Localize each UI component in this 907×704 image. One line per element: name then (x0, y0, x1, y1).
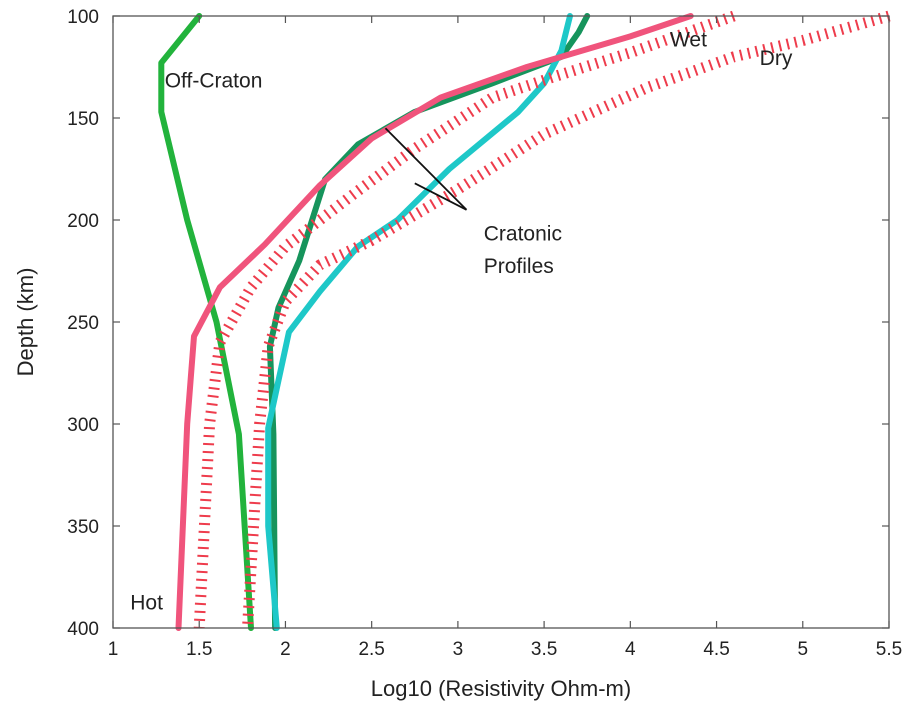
x-tick-label: 3.5 (531, 639, 557, 660)
y-axis-title: Depth (km) (13, 268, 38, 377)
annotation-hot: Hot (130, 592, 163, 615)
y-tick-label: 150 (67, 109, 99, 130)
annotation-wet: Wet (670, 29, 707, 52)
y-tick-label: 100 (67, 7, 99, 28)
x-tick-label: 5.5 (876, 639, 902, 660)
y-tick-label: 300 (67, 415, 99, 436)
x-axis-title: Log10 (Resistivity Ohm-m) (371, 676, 631, 701)
y-tick-label: 250 (67, 313, 99, 334)
series-line-2 (265, 13, 573, 631)
series-line-0 (158, 13, 254, 631)
x-tick-label: 5 (797, 639, 808, 660)
series-line-3 (175, 13, 694, 631)
series-layer (158, 10, 891, 631)
x-tick-label: 1 (108, 639, 119, 660)
annotations: Off-Craton Wet Dry Cratonic Profiles Hot (130, 29, 793, 615)
y-tick-label: 200 (67, 211, 99, 232)
pointer-lines (384, 127, 468, 211)
annotation-profiles: Profiles (484, 255, 554, 278)
x-tick-label: 4 (625, 639, 636, 660)
x-axis-ticks: 1 1.5 2 2.5 3 3.5 4 4.5 5 5.5 (108, 16, 902, 660)
y-axis-ticks: 100 150 200 250 300 350 400 (67, 7, 889, 640)
x-tick-label: 1.5 (186, 639, 212, 660)
annotation-cratonic: Cratonic (484, 222, 562, 245)
pointer-line-0 (384, 127, 468, 211)
x-tick-label: 3 (453, 639, 464, 660)
y-tick-label: 400 (67, 619, 99, 640)
annotation-off-craton: Off-Craton (165, 69, 263, 92)
annotation-dry: Dry (760, 47, 793, 70)
plot-frame (112, 15, 890, 629)
x-tick-label: 2 (280, 639, 291, 660)
y-tick-label: 350 (67, 517, 99, 538)
x-tick-label: 2.5 (358, 639, 384, 660)
series-line-5-dashed (242, 10, 891, 629)
x-tick-label: 4.5 (703, 639, 729, 660)
pointer-line-1 (414, 182, 467, 211)
